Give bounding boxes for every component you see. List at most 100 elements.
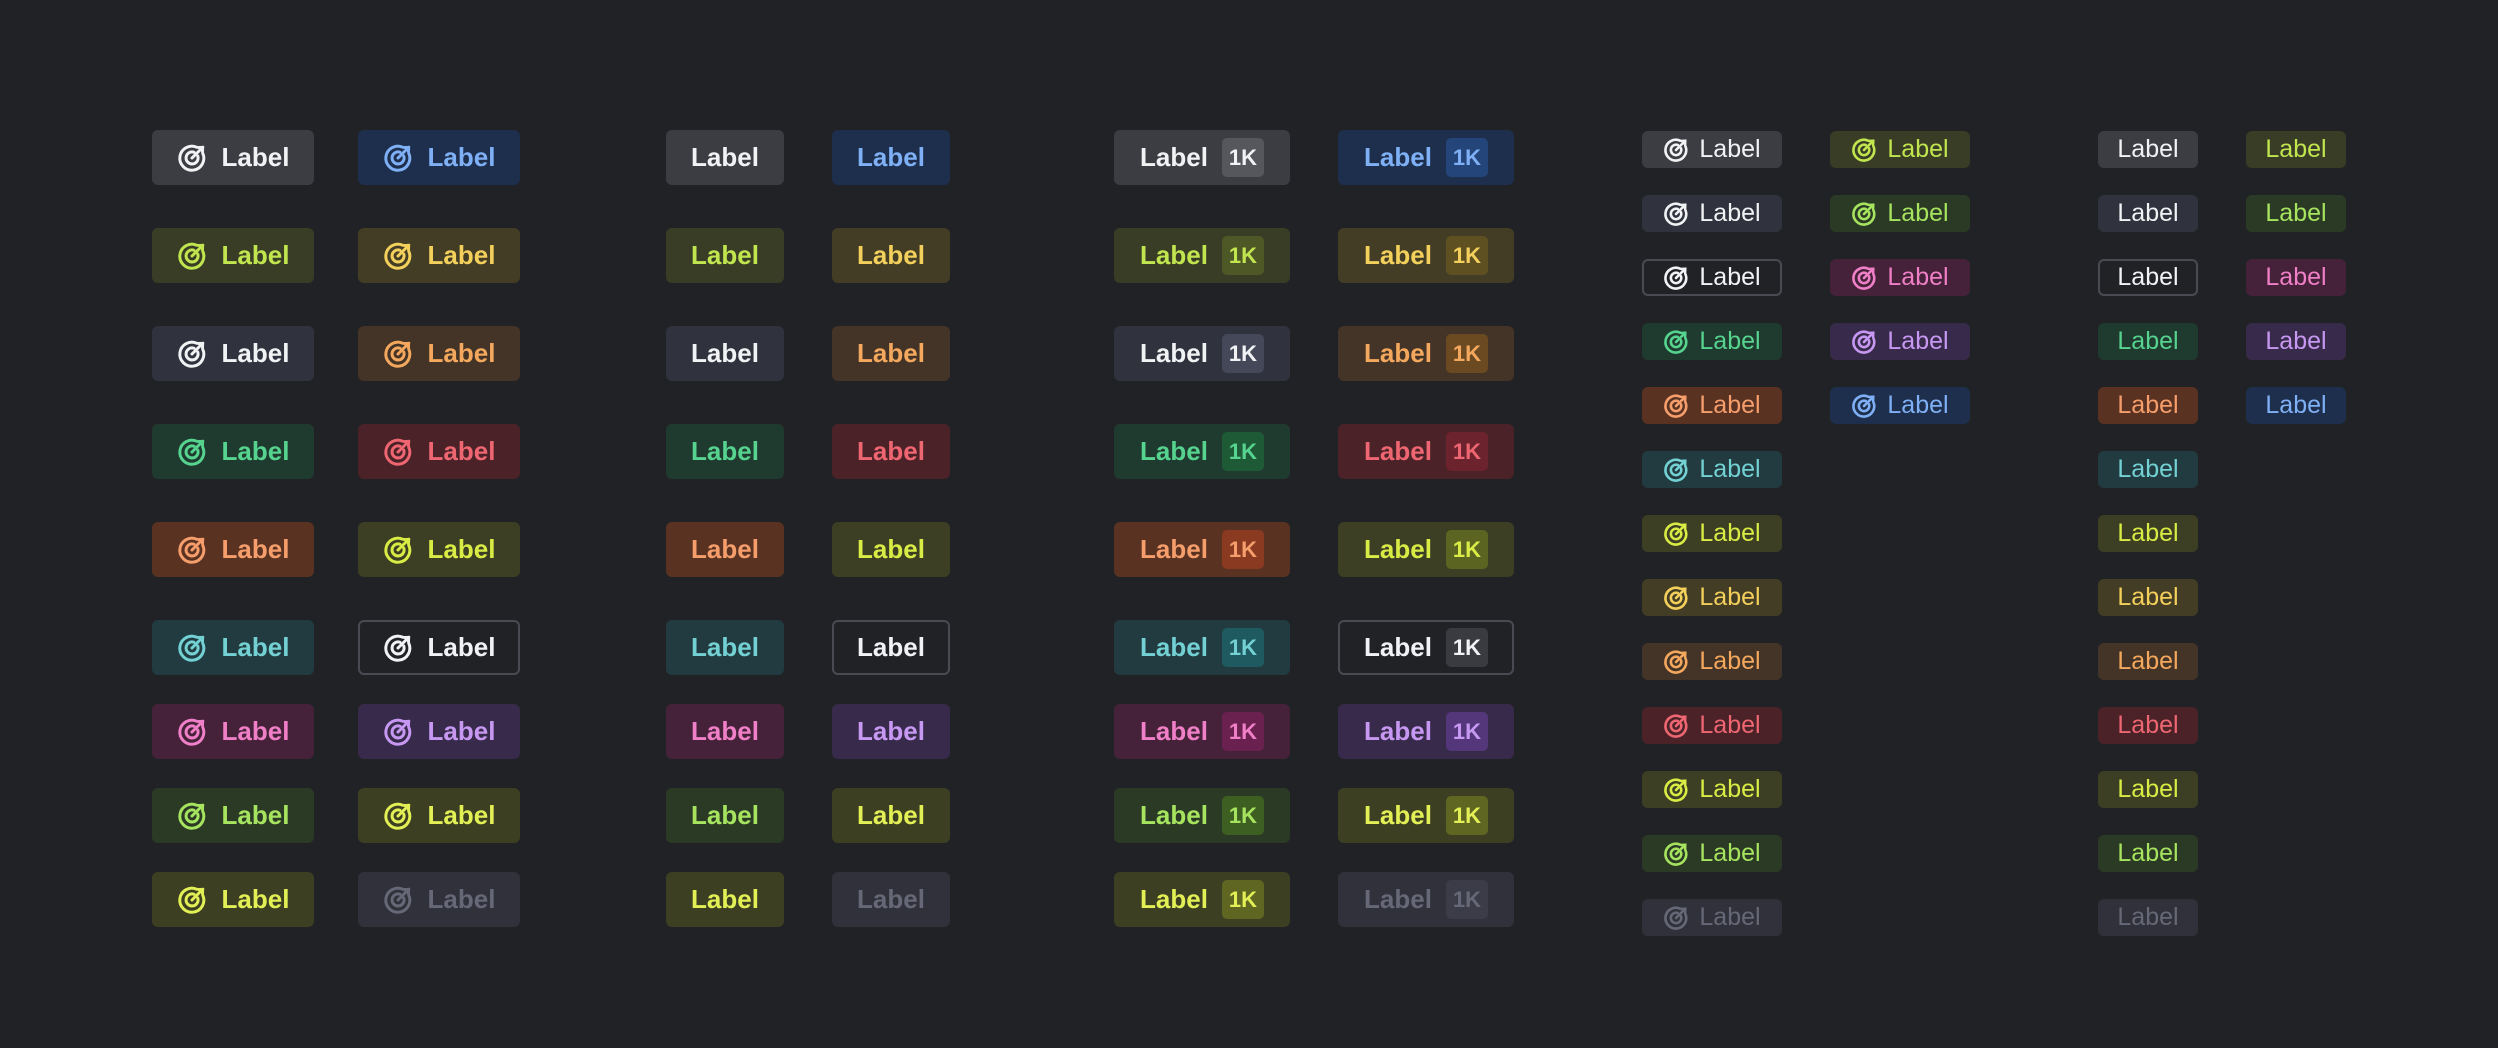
count-badge: 1K: [1221, 138, 1264, 177]
label-tag-rust[interactable]: Label: [666, 522, 784, 577]
label-tag-orange[interactable]: Label: [358, 326, 520, 381]
label-tag-purple[interactable]: Label: [832, 704, 950, 759]
label-tag-disabled[interactable]: Label: [832, 872, 950, 927]
label-tag-olive[interactable]: Label: [2246, 131, 2346, 168]
label-tag-yellow[interactable]: Label 1K: [1338, 522, 1514, 577]
target-icon: [1663, 649, 1689, 675]
label-tag-olive[interactable]: Label: [666, 228, 784, 283]
label-tag-lime[interactable]: Label: [152, 788, 314, 843]
label-tag-chartreuse[interactable]: Label: [152, 872, 314, 927]
label-tag-olive[interactable]: Label: [152, 228, 314, 283]
label-tag-disabled[interactable]: Label: [2098, 899, 2198, 936]
label-tag-yellow[interactable]: Label: [2098, 771, 2198, 808]
label-tag-purple[interactable]: Label: [2246, 323, 2346, 360]
label-tag-lime[interactable]: Label: [1642, 835, 1782, 872]
label-tag-chartreuse[interactable]: Label: [666, 872, 784, 927]
label-tag-neutral[interactable]: Label 1K: [1114, 130, 1290, 185]
label-tag-lime[interactable]: Label: [2246, 195, 2346, 232]
label-tag-pink[interactable]: Label: [152, 704, 314, 759]
label-tag-rust[interactable]: Label: [2098, 387, 2198, 424]
label-tag-purple[interactable]: Label: [358, 704, 520, 759]
label-tag-outline[interactable]: Label: [1642, 259, 1782, 296]
label-tag-orange[interactable]: Label: [832, 326, 950, 381]
label-tag-yellow[interactable]: Label: [832, 522, 950, 577]
label-tag-rust[interactable]: Label: [152, 522, 314, 577]
label-tag-rust[interactable]: Label 1K: [1114, 522, 1290, 577]
label-tag-gold[interactable]: Label: [832, 228, 950, 283]
label-tag-outline[interactable]: Label: [358, 620, 520, 675]
label-tag-gold[interactable]: Label: [2098, 579, 2198, 616]
label-tag-rust[interactable]: Label: [1642, 387, 1782, 424]
label-tag-disabled[interactable]: Label 1K: [1338, 872, 1514, 927]
label-tag-chartreuse[interactable]: Label 1K: [1114, 872, 1290, 927]
tag-label: Label: [2117, 199, 2179, 227]
count-badge: 1K: [1221, 712, 1264, 751]
label-tag-gold[interactable]: Label: [1642, 579, 1782, 616]
label-tag-chartreuse[interactable]: Label: [832, 788, 950, 843]
label-tag-lime[interactable]: Label: [2098, 835, 2198, 872]
label-tag-teal[interactable]: Label: [1642, 451, 1782, 488]
label-tag-orange[interactable]: Label 1K: [1338, 326, 1514, 381]
label-tag-outline[interactable]: Label: [832, 620, 950, 675]
label-tag-lime[interactable]: Label: [1830, 195, 1970, 232]
label-tag-chartreuse[interactable]: Label 1K: [1338, 788, 1514, 843]
tag-label: Label: [1887, 391, 1949, 419]
label-tag-outline[interactable]: Label 1K: [1338, 620, 1514, 675]
label-tag-red[interactable]: Label 1K: [1338, 424, 1514, 479]
label-tag-slate[interactable]: Label: [1642, 195, 1782, 232]
label-tag-slate[interactable]: Label: [152, 326, 314, 381]
label-tag-purple[interactable]: Label: [1830, 323, 1970, 360]
label-tag-teal[interactable]: Label 1K: [1114, 620, 1290, 675]
tag-label: Label: [691, 338, 759, 368]
label-tag-red[interactable]: Label: [2098, 707, 2198, 744]
label-tag-pink[interactable]: Label: [2246, 259, 2346, 296]
label-tag-slate[interactable]: Label 1K: [1114, 326, 1290, 381]
label-tag-neutral[interactable]: Label: [1642, 131, 1782, 168]
label-tag-green[interactable]: Label: [1642, 323, 1782, 360]
label-tag-green[interactable]: Label: [2098, 323, 2198, 360]
label-tag-green[interactable]: Label: [666, 424, 784, 479]
label-tag-outline[interactable]: Label: [2098, 259, 2198, 296]
label-tag-red[interactable]: Label: [358, 424, 520, 479]
label-tag-olive[interactable]: Label 1K: [1114, 228, 1290, 283]
label-tag-pink[interactable]: Label: [1830, 259, 1970, 296]
label-tag-green[interactable]: Label 1K: [1114, 424, 1290, 479]
label-tag-purple[interactable]: Label 1K: [1338, 704, 1514, 759]
tag-label: Label: [1699, 839, 1761, 867]
label-tag-teal[interactable]: Label: [666, 620, 784, 675]
label-tag-neutral[interactable]: Label: [2098, 131, 2198, 168]
label-tag-disabled[interactable]: Label: [358, 872, 520, 927]
label-tag-disabled[interactable]: Label: [1642, 899, 1782, 936]
tag-label: Label: [2117, 135, 2179, 163]
label-tag-slate[interactable]: Label: [2098, 195, 2198, 232]
label-tag-teal[interactable]: Label: [2098, 451, 2198, 488]
label-tag-neutral[interactable]: Label: [152, 130, 314, 185]
label-tag-gold[interactable]: Label: [358, 228, 520, 283]
label-tag-pink[interactable]: Label: [666, 704, 784, 759]
label-tag-yellow[interactable]: Label: [1642, 515, 1782, 552]
label-tag-blue[interactable]: Label: [1830, 387, 1970, 424]
label-tag-orange[interactable]: Label: [2098, 643, 2198, 680]
label-tag-blue[interactable]: Label: [832, 130, 950, 185]
label-tag-green[interactable]: Label: [152, 424, 314, 479]
label-tag-red[interactable]: Label: [1642, 707, 1782, 744]
label-tag-yellow[interactable]: Label: [358, 522, 520, 577]
label-tag-olive[interactable]: Label: [1830, 131, 1970, 168]
label-tag-lime[interactable]: Label: [666, 788, 784, 843]
label-tag-blue[interactable]: Label: [358, 130, 520, 185]
label-tag-orange[interactable]: Label: [1642, 643, 1782, 680]
label-tag-lime[interactable]: Label 1K: [1114, 788, 1290, 843]
label-tag-blue[interactable]: Label 1K: [1338, 130, 1514, 185]
label-tag-slate[interactable]: Label: [666, 326, 784, 381]
label-tag-chartreuse[interactable]: Label: [358, 788, 520, 843]
label-tag-teal[interactable]: Label: [152, 620, 314, 675]
label-tag-gold[interactable]: Label 1K: [1338, 228, 1514, 283]
label-tag-yellow[interactable]: Label: [2098, 515, 2198, 552]
label-tag-blue[interactable]: Label: [2246, 387, 2346, 424]
tag-label: Label: [691, 240, 759, 270]
tag-label: Label: [2117, 839, 2179, 867]
label-tag-neutral[interactable]: Label: [666, 130, 784, 185]
label-tag-yellow[interactable]: Label: [1642, 771, 1782, 808]
label-tag-red[interactable]: Label: [832, 424, 950, 479]
label-tag-pink[interactable]: Label 1K: [1114, 704, 1290, 759]
